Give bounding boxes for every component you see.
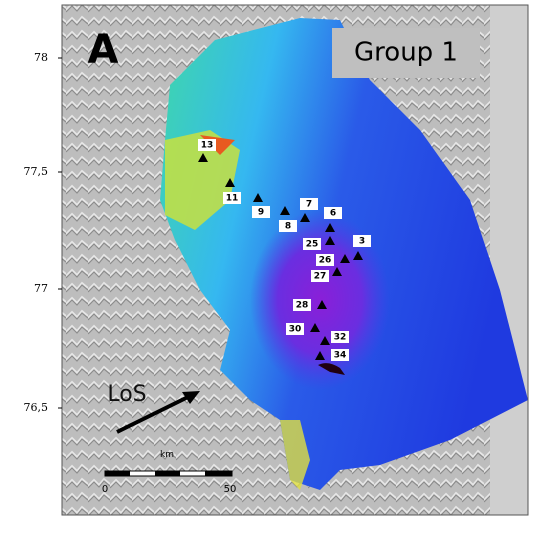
station-label: 11 [226,194,239,204]
sea [490,5,528,515]
scale-unit: km [160,450,174,460]
station-label: 32 [334,333,347,343]
latitude-label: 77 [34,282,48,295]
los-label: LoS [107,382,146,407]
station-label: 3 [359,237,365,247]
group-label: Group 1 [354,38,458,68]
latitude-label: 76,5 [24,401,49,414]
station-label: 13 [201,141,214,151]
station-label: 30 [289,325,302,335]
station-label: 27 [314,272,327,282]
panel-label: A [88,27,119,73]
latitude-label: 78 [34,51,48,64]
station-label: 9 [258,208,264,218]
station-label: 28 [296,301,309,311]
station-label: 26 [319,256,332,266]
station-label: 8 [285,222,291,232]
station-label: 6 [330,209,336,219]
scale-segment [105,471,130,476]
station-label: 7 [306,200,312,210]
station-label: 34 [334,351,347,361]
station-label: 25 [306,240,319,250]
scale-end: 50 [224,484,237,495]
map-figure: A Group 1 LoS km 0 50 7877,57776,5 13119… [0,0,545,556]
latitude-label: 77,5 [24,165,49,178]
scale-segment [155,471,180,476]
scale-start: 0 [102,484,108,495]
scale-segment [205,471,232,476]
